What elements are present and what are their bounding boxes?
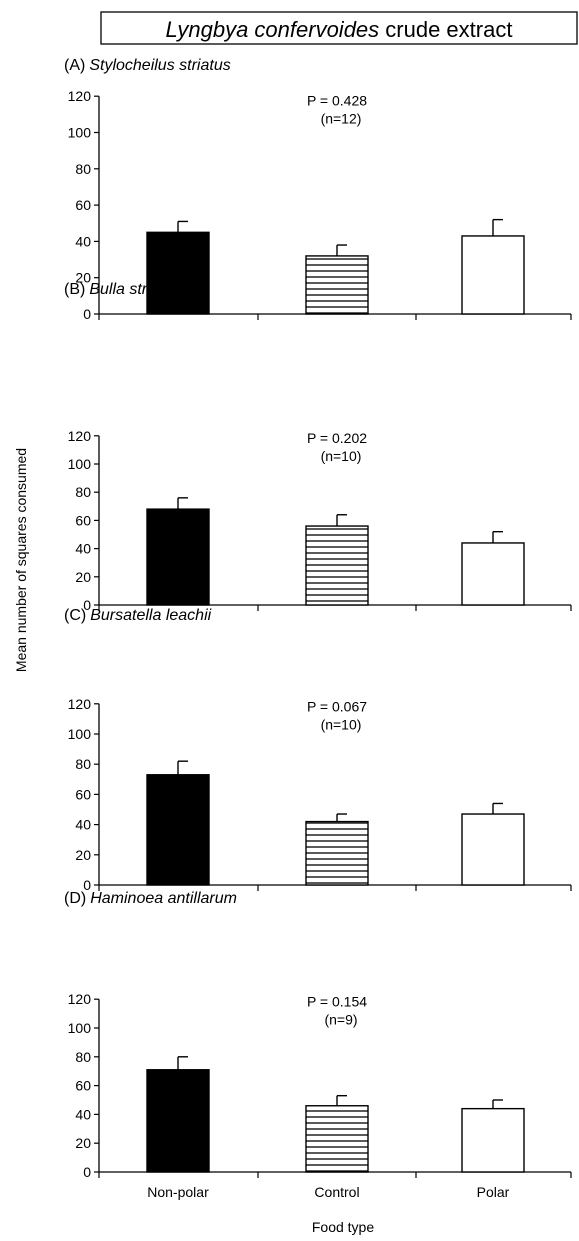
y-tick-label: 20 <box>75 270 91 286</box>
bar-control <box>305 820 369 886</box>
x-tick-label: Non-polar <box>147 1184 209 1200</box>
bar-control <box>305 525 369 606</box>
y-tick-label: 40 <box>75 817 91 833</box>
chart-panel-c: (C) Bursatella leachii 0 20 40 60 80 100 120 P = … <box>64 607 572 893</box>
y-tick-label: 60 <box>75 512 91 528</box>
x-tick-label: Control <box>314 1184 359 1200</box>
y-tick-label: 100 <box>68 456 92 472</box>
chart-panels: (A) Stylocheilus striatus 0 20 40 60 80 100 120 P… <box>64 57 572 1200</box>
y-tick-label: 120 <box>68 991 92 1007</box>
panel-label: (D) <box>64 890 86 907</box>
y-tick-label: 40 <box>75 541 91 557</box>
y-tick-label: 60 <box>75 1078 91 1094</box>
panel-heading: (A) Stylocheilus striatus <box>64 57 231 74</box>
bar-non-polar <box>146 1069 210 1173</box>
y-tick-label: 120 <box>68 428 92 444</box>
species-name: Bulla striata <box>89 281 173 298</box>
y-tick-label: 80 <box>75 1049 91 1065</box>
figure-title: Lyngbya confervoides crude extract <box>166 17 513 42</box>
chart-panel-a: (A) Stylocheilus striatus 0 20 40 60 80 100 120 P… <box>64 57 572 322</box>
y-tick-label: 20 <box>75 1135 91 1151</box>
n-annotation: (n=10) <box>321 448 362 464</box>
p-value-annotation: P = 0.067 <box>307 698 367 714</box>
n-annotation: (n=10) <box>321 716 362 732</box>
y-tick-label: 80 <box>75 756 91 772</box>
y-tick-label: 100 <box>68 726 92 742</box>
y-tick-label: 0 <box>83 1164 91 1180</box>
y-tick-label: 120 <box>68 88 92 104</box>
chart-panel-d: (D) Haminoea antillarum 0 20 40 60 80 100 120 P =… <box>64 890 572 1200</box>
bar-non-polar <box>146 231 210 315</box>
y-tick-label: 100 <box>68 125 92 141</box>
bar-control <box>305 255 369 315</box>
y-tick-label: 60 <box>75 786 91 802</box>
title-box <box>100 11 578 45</box>
panel-heading: (C) Bursatella leachii <box>64 607 212 624</box>
n-annotation: (n=9) <box>324 1011 357 1027</box>
n-annotation: (n=12) <box>321 110 362 126</box>
bar-polar <box>461 235 525 315</box>
p-value-annotation: P = 0.154 <box>307 993 367 1009</box>
panel-label: (C) <box>64 607 86 624</box>
bar-polar <box>461 1107 525 1173</box>
y-axis-label: Mean number of squares consumed <box>13 448 29 672</box>
panel-heading: (B) Bulla striata <box>64 281 173 298</box>
p-value-annotation: P = 0.202 <box>307 430 367 446</box>
panel-heading: (D) Haminoea antillarum <box>64 890 237 907</box>
y-tick-label: 60 <box>75 197 91 213</box>
y-tick-label: 100 <box>68 1020 92 1036</box>
bar-non-polar <box>146 508 210 606</box>
y-tick-label: 80 <box>75 161 91 177</box>
figure-title-italic: Lyngbya confervoides <box>166 17 380 42</box>
y-tick-label: 120 <box>68 696 92 712</box>
p-value-annotation: P = 0.428 <box>307 92 367 108</box>
y-tick-label: 0 <box>83 597 91 613</box>
panel-label: (A) <box>64 57 85 74</box>
panel-label: (B) <box>64 281 85 298</box>
bar-control <box>305 1105 369 1173</box>
y-tick-label: 40 <box>75 233 91 249</box>
species-name: Stylocheilus striatus <box>89 57 230 74</box>
x-tick-label: Polar <box>477 1184 510 1200</box>
bar-polar <box>461 542 525 606</box>
species-name: Bursatella leachii <box>90 607 211 624</box>
y-tick-label: 20 <box>75 569 91 585</box>
y-tick-label: 80 <box>75 484 91 500</box>
bar-non-polar <box>146 774 210 886</box>
y-tick-label: 20 <box>75 847 91 863</box>
chart-panel-b: (B) Bulla striata 0 20 40 60 80 100 120 P = 0.202… <box>64 281 572 613</box>
y-tick-label: 0 <box>83 877 91 893</box>
y-tick-label: 0 <box>83 306 91 322</box>
species-name: Haminoea antillarum <box>90 890 237 907</box>
x-axis-label: Food type <box>312 1219 374 1235</box>
figure-title-rest: crude extract <box>379 17 512 42</box>
y-tick-label: 40 <box>75 1106 91 1122</box>
bar-polar <box>461 813 525 886</box>
